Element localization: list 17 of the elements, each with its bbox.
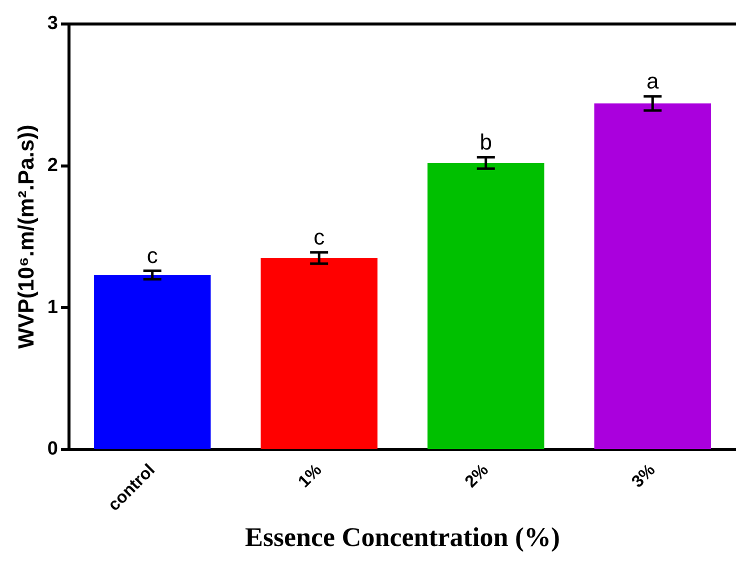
y-tick-label: 3: [47, 13, 58, 34]
x-tick-label: 3%: [628, 460, 659, 492]
x-axis-title: Essence Concentration (%): [245, 522, 560, 552]
y-tick-label: 2: [47, 155, 58, 176]
x-tick-label: 2%: [461, 460, 492, 492]
bar: [260, 258, 378, 449]
bar: [427, 162, 544, 449]
annotation: c: [146, 242, 158, 268]
bar: [94, 275, 211, 449]
y-axis-title: WVP(10⁶.m/(m².Pa.s)): [13, 124, 38, 349]
annotation: a: [646, 68, 660, 94]
y-tick-label: 1: [47, 296, 58, 318]
annotation: c: [314, 224, 325, 250]
bar: [594, 103, 711, 449]
annotation: b: [480, 129, 492, 154]
y-tick-label: 0: [47, 438, 58, 460]
x-tick-label: 1%: [294, 460, 326, 492]
